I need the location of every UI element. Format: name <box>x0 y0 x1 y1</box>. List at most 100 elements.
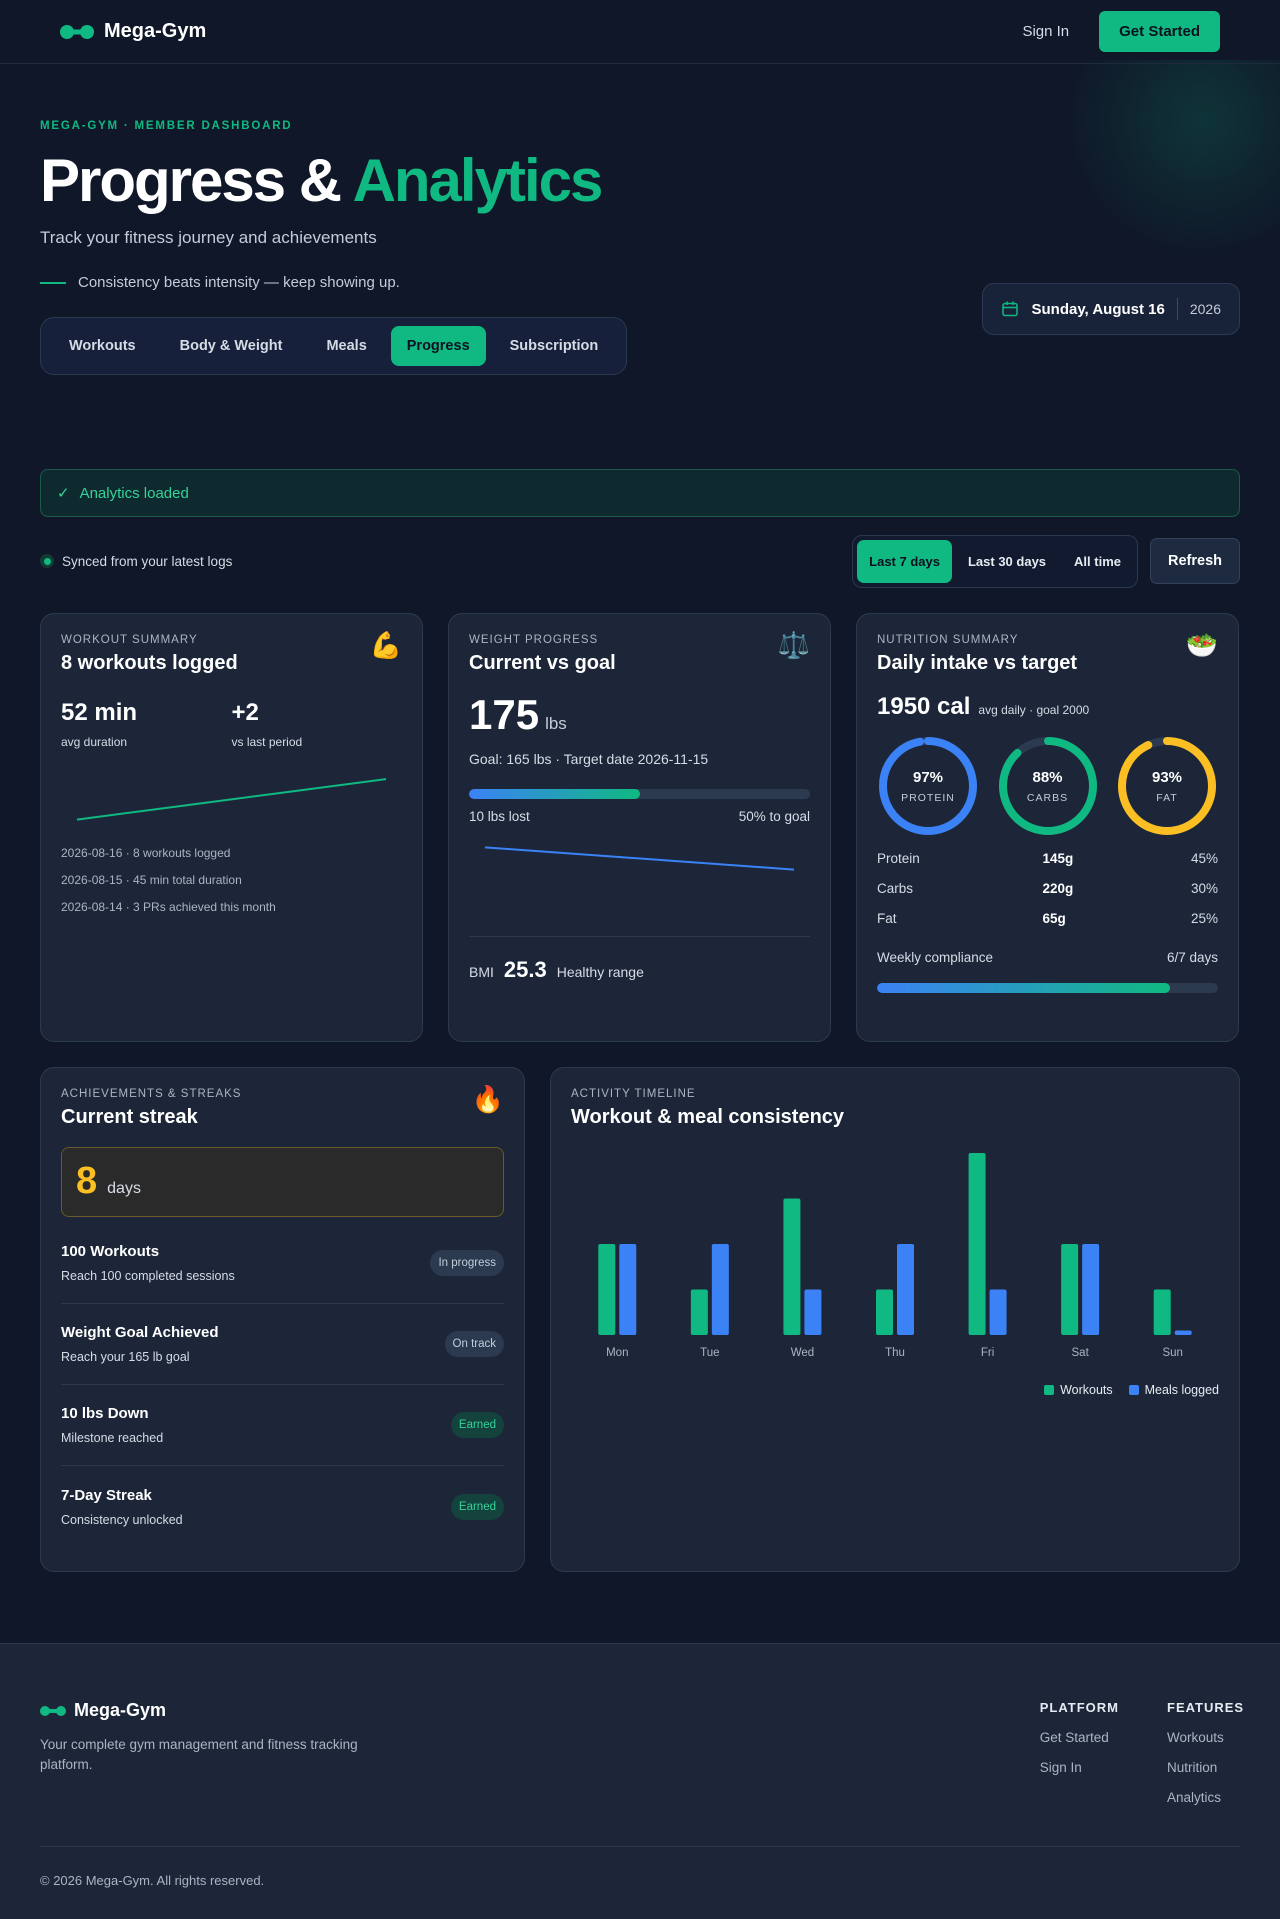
workout-summary-card: WORKOUT SUMMARY 8 workouts logged 💪 52 m… <box>40 613 423 1042</box>
date-display: Sunday, August 16 2026 <box>982 283 1240 335</box>
avg-duration-label: avg duration <box>61 735 128 749</box>
achievement-title: 7-Day Streak <box>61 1486 152 1504</box>
achievement-item: 100 Workouts Reach 100 completed sessions… <box>61 1223 504 1304</box>
footer-description: Your complete gym management and fitness… <box>40 1737 358 1772</box>
card-label: ACTIVITY TIMELINE <box>571 1088 696 1100</box>
compliance-bar <box>877 983 1218 993</box>
tab-subscription[interactable]: Subscription <box>509 338 599 354</box>
dumbbell-icon <box>40 1705 66 1716</box>
section-tabs: Workouts Body & Weight Meals Progress Subscr… <box>40 317 628 375</box>
x-tick-label: Fri <box>981 1347 994 1359</box>
footer: Mega-Gym Your complete gym management an… <box>0 1643 1280 1919</box>
weight-unit: lbs <box>545 714 567 733</box>
ring-graphic <box>879 737 977 835</box>
get-started-button[interactable]: Get Started <box>1099 11 1220 52</box>
fire-icon: 🔥 <box>471 1084 504 1114</box>
macro-grams: 65g <box>1042 911 1066 926</box>
ring-arc <box>1118 737 1216 835</box>
card-title: Current streak <box>61 1106 198 1128</box>
bar-workouts-fri <box>968 1153 986 1335</box>
achievements-card: ACHIEVEMENTS & STREAKS Current streak 🔥 … <box>40 1067 525 1572</box>
range-selector: Last 7 days Last 30 days All time <box>852 534 1138 588</box>
alert-text: Analytics loaded <box>79 484 189 502</box>
streak-box: 8 days <box>61 1147 504 1217</box>
footer-link-workouts[interactable]: Workouts <box>1167 1730 1224 1745</box>
achievement-list: 100 Workouts Reach 100 completed sessions… <box>61 1223 504 1547</box>
macro-percent: 30% <box>1190 881 1218 896</box>
eyebrow: MEGA-GYM · MEMBER DASHBOARD <box>40 120 293 132</box>
footer-brand[interactable]: Mega-Gym <box>40 1700 380 1721</box>
calories-value: 1950 cal <box>877 693 971 720</box>
bar-meals-logged-sat <box>1082 1244 1100 1335</box>
weight-trend-sparkline <box>484 846 795 871</box>
bar-meals-logged-sun <box>1174 1330 1192 1335</box>
weight-progress-bar <box>469 789 810 799</box>
footer-brand-name: Mega-Gym <box>74 1700 167 1720</box>
macro-grams: 220g <box>1042 881 1074 896</box>
scale-icon: ⚖️ <box>777 630 810 660</box>
streak-unit: days <box>107 1180 141 1197</box>
sign-in-link[interactable]: Sign In <box>1022 23 1070 40</box>
tab-body-weight[interactable]: Body & Weight <box>179 338 283 354</box>
workout-log-item: 2026-08-14 · 3 PRs achieved this month <box>61 900 276 914</box>
tab-meals[interactable]: Meals <box>326 338 367 354</box>
achievement-desc: Consistency unlocked <box>61 1512 183 1527</box>
weight-progress-card: WEIGHT PROGRESS Current vs goal ⚖️ 175 l… <box>448 613 831 1042</box>
legend-label: Workouts <box>1060 1383 1113 1397</box>
year-text: 2026 <box>1189 301 1221 317</box>
card-label: NUTRITION SUMMARY <box>877 634 1019 646</box>
card-label: ACHIEVEMENTS & STREAKS <box>61 1088 242 1100</box>
check-icon: ✓ <box>57 485 70 502</box>
footer-link-sign-in[interactable]: Sign In <box>1039 1760 1082 1775</box>
dumbbell-icon <box>60 24 94 39</box>
footer-link-get-started[interactable]: Get Started <box>1039 1730 1109 1745</box>
card-title: Daily intake vs target <box>877 652 1078 674</box>
card-label: WORKOUT SUMMARY <box>61 634 198 646</box>
macro-name: Fat <box>877 911 897 926</box>
ring-label: 88% CARBS <box>997 735 1099 837</box>
footer-link-nutrition[interactable]: Nutrition <box>1167 1760 1218 1775</box>
brand-link[interactable]: Mega-Gym <box>60 20 206 43</box>
hero: MEGA-GYM · MEMBER DASHBOARD Progress & A… <box>0 64 1280 469</box>
macro-percent: 45% <box>1190 851 1218 866</box>
status-badge: Earned <box>450 1412 504 1438</box>
range-last-7-days[interactable]: Last 7 days <box>857 539 952 583</box>
achievement-item: 10 lbs Down Milestone reached Earned <box>61 1385 504 1466</box>
footer-platform-column: PLATFORM Get Started Sign In <box>1040 1700 1119 1846</box>
calories-sub: avg daily · goal 2000 <box>978 703 1090 717</box>
achievement-item: Weight Goal Achieved Reach your 165 lb go… <box>61 1304 504 1385</box>
quote-line <box>40 281 66 284</box>
date-divider <box>1176 298 1178 320</box>
ring-percent: 88% <box>1032 768 1063 786</box>
footer-link-analytics[interactable]: Analytics <box>1167 1790 1222 1805</box>
goal-line: Goal: 165 lbs · Target date 2026-11-15 <box>469 751 709 767</box>
ring-name: PROTEIN <box>901 791 955 804</box>
page-title-accent: Analytics <box>352 147 604 214</box>
x-tick-label: Mon <box>606 1347 628 1359</box>
tab-workouts[interactable]: Workouts <box>69 338 136 354</box>
tab-progress[interactable]: Progress <box>390 326 486 366</box>
macro-ring-fat: 93% FAT <box>1116 735 1218 837</box>
page-title-main: Progress & <box>40 147 353 214</box>
compliance-fill <box>877 983 1171 993</box>
refresh-button[interactable]: Refresh <box>1150 538 1240 584</box>
weight-progress-fill <box>469 789 640 799</box>
sync-text: Synced from your latest logs <box>62 553 233 569</box>
ring-name: CARBS <box>1026 791 1069 804</box>
macro-name: Carbs <box>877 881 914 896</box>
macro-row: Protein 145g 45% <box>877 849 1218 868</box>
range-all-time[interactable]: All time <box>1074 553 1121 569</box>
achievement-desc: Reach 100 completed sessions <box>61 1269 235 1283</box>
status-badge: On track <box>444 1331 504 1357</box>
macro-ring-carbs: 88% CARBS <box>997 735 1099 837</box>
page-title: Progress & Analytics <box>40 146 1240 216</box>
achievement-item: 7-Day Streak Consistency unlocked Earned <box>61 1466 504 1547</box>
card-title: Workout & meal consistency <box>571 1106 845 1128</box>
brand-name: Mega-Gym <box>104 20 207 42</box>
to-goal-text: 50% to goal <box>738 809 810 824</box>
x-tick-label: Sun <box>1162 1347 1182 1359</box>
ring-label: 97% PROTEIN <box>877 735 979 837</box>
date-text: Sunday, August 16 <box>1031 300 1165 318</box>
range-last-30-days[interactable]: Last 30 days <box>967 553 1047 569</box>
bar-workouts-sat <box>1061 1244 1079 1335</box>
